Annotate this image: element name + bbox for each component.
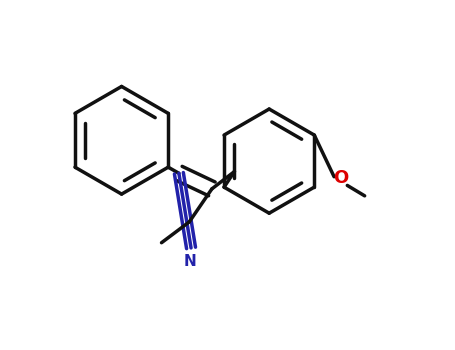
Text: O: O <box>333 169 348 188</box>
Text: N: N <box>184 254 197 269</box>
